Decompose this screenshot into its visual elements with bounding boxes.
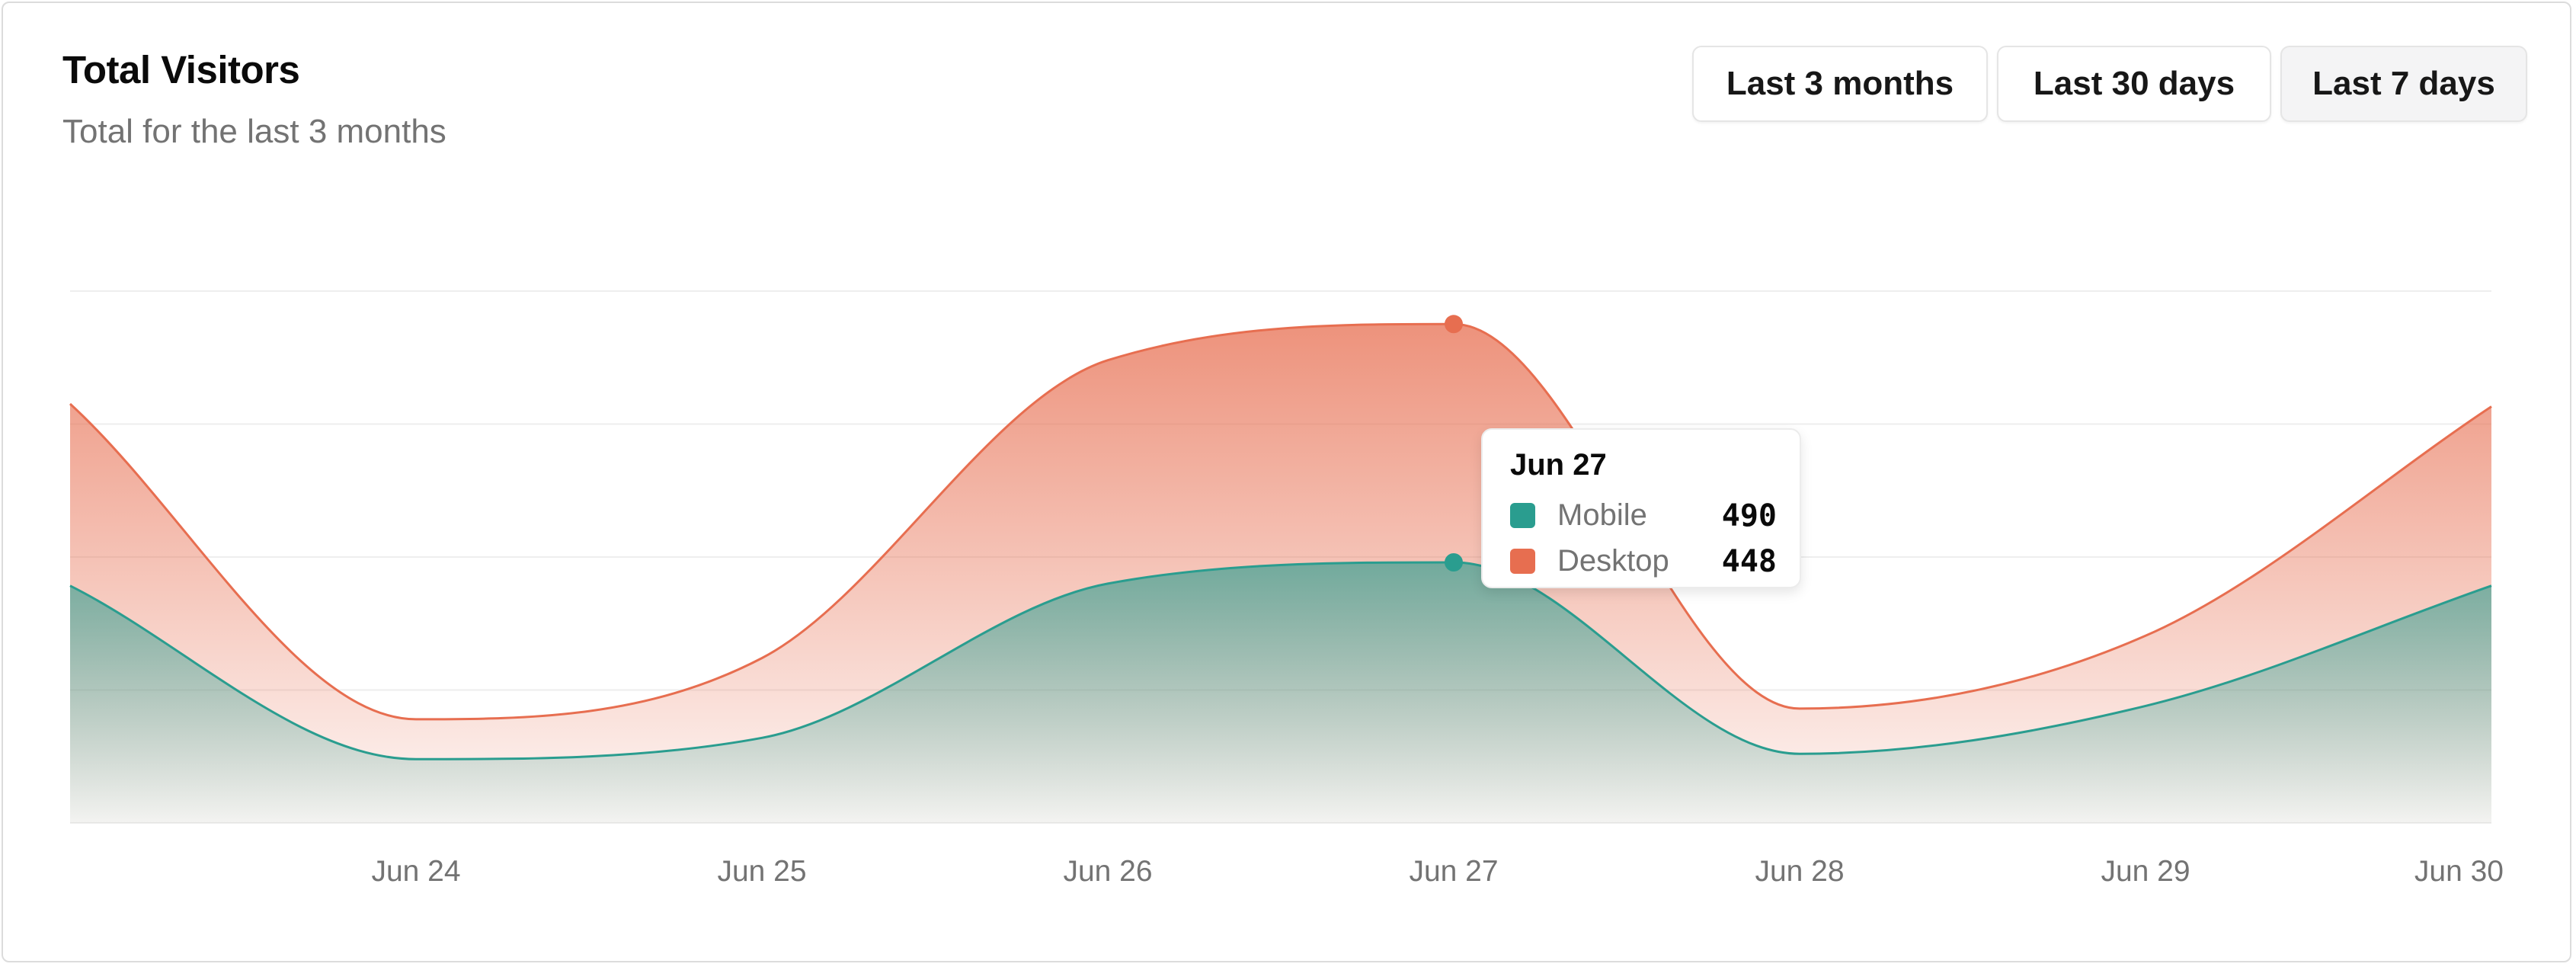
mobile-area	[70, 562, 2491, 823]
tooltip-row-desktop: Desktop 448	[1510, 543, 1777, 581]
tooltip-date: Jun 27	[1510, 448, 1607, 482]
range-button-30-days[interactable]: Last 30 days	[1997, 46, 2271, 122]
desktop-active-dot	[1445, 315, 1463, 334]
mobile-active-dot	[1445, 552, 1463, 572]
x-tick-label: Jun 26	[1063, 855, 1152, 888]
active-points	[1445, 315, 1463, 572]
range-button-3-months[interactable]: Last 3 months	[1692, 46, 1988, 122]
x-tick-label: Jun 25	[717, 855, 806, 888]
tooltip-value-desktop: 448	[1721, 544, 1777, 579]
x-axis: Jun 24 Jun 25 Jun 26 Jun 27 Jun 28 Jun 29 Jun …	[371, 855, 2504, 888]
tooltip-value-mobile: 490	[1721, 498, 1777, 533]
x-tick-label: Jun 30	[2414, 855, 2504, 888]
x-tick-label: Jun 27	[1409, 855, 1498, 888]
mobile-line	[69, 561, 2492, 760]
series-areas	[69, 322, 2492, 823]
x-tick-label: Jun 28	[1755, 855, 1844, 888]
mobile-swatch	[1510, 503, 1535, 528]
range-button-7-days[interactable]: Last 7 days	[2280, 46, 2527, 122]
x-tick-label: Jun 29	[2101, 855, 2190, 888]
desktop-swatch	[1510, 549, 1535, 574]
chart-title: Total Visitors	[62, 48, 300, 91]
tooltip-label-desktop: Desktop	[1557, 544, 1669, 578]
chart-subtitle: Total for the last 3 months	[62, 113, 446, 150]
x-tick-label: Jun 24	[371, 855, 460, 888]
chart-tooltip: Jun 27 Mobile 490 Desktop 448	[1481, 428, 1801, 588]
tooltip-row-mobile: Mobile 490	[1510, 497, 1777, 535]
desktop-line	[69, 322, 2492, 721]
tooltip-label-mobile: Mobile	[1557, 498, 1647, 532]
